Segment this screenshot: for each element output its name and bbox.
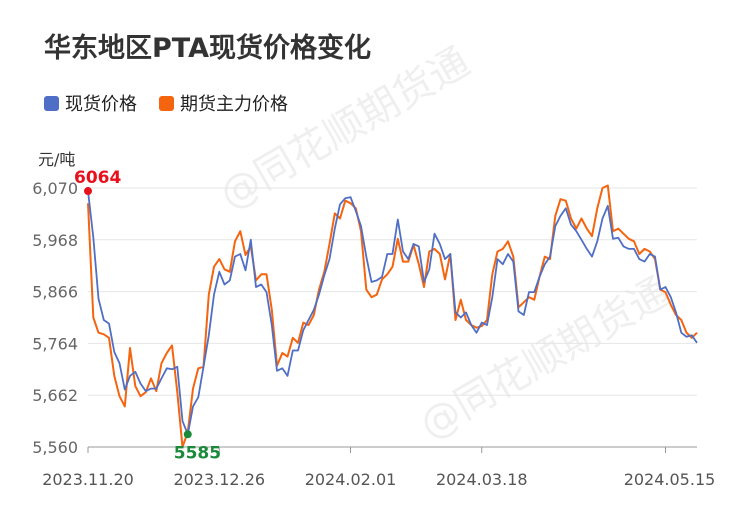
chart-title: 华东地区PTA现货价格变化 [44, 33, 372, 64]
y-tick-label: 5,866 [32, 283, 78, 302]
legend-item-spot[interactable]: 现货价格 [44, 90, 137, 116]
y-tick-label: 5,560 [32, 438, 78, 457]
x-tick-label: 2023.12.26 [173, 470, 265, 489]
watermark: @同花顺期货通 [412, 269, 677, 449]
x-tick-label: 2023.11.20 [42, 470, 134, 489]
x-tick-label: 2024.03.18 [436, 470, 528, 489]
y-tick-label: 5,662 [32, 386, 78, 405]
legend-label-spot: 现货价格 [65, 94, 137, 115]
legend: 现货价格 期货主力价格 [44, 90, 310, 116]
legend-swatch-futures [159, 95, 174, 111]
series-line-spot [87, 190, 698, 436]
legend-swatch-spot [44, 95, 59, 111]
legend-label-futures: 期货主力价格 [180, 94, 288, 115]
max-point-marker [84, 187, 92, 196]
y-tick-label: 5,764 [32, 334, 78, 353]
y-tick-label: 6,070 [32, 179, 78, 198]
x-tick-label: 2024.02.01 [305, 470, 397, 489]
y-tick-label: 5,968 [32, 231, 78, 250]
legend-item-futures[interactable]: 期货主力价格 [159, 90, 288, 116]
x-tick-label: 2024.05.15 [624, 470, 716, 489]
max-value-label: 6064 [74, 168, 121, 188]
series-line-futures [87, 184, 698, 448]
watermark: @同花顺期货通 [212, 39, 477, 219]
min-value-label: 5585 [174, 443, 221, 463]
min-point-marker [183, 430, 192, 439]
y-axis-unit: 元/吨 [38, 150, 76, 169]
